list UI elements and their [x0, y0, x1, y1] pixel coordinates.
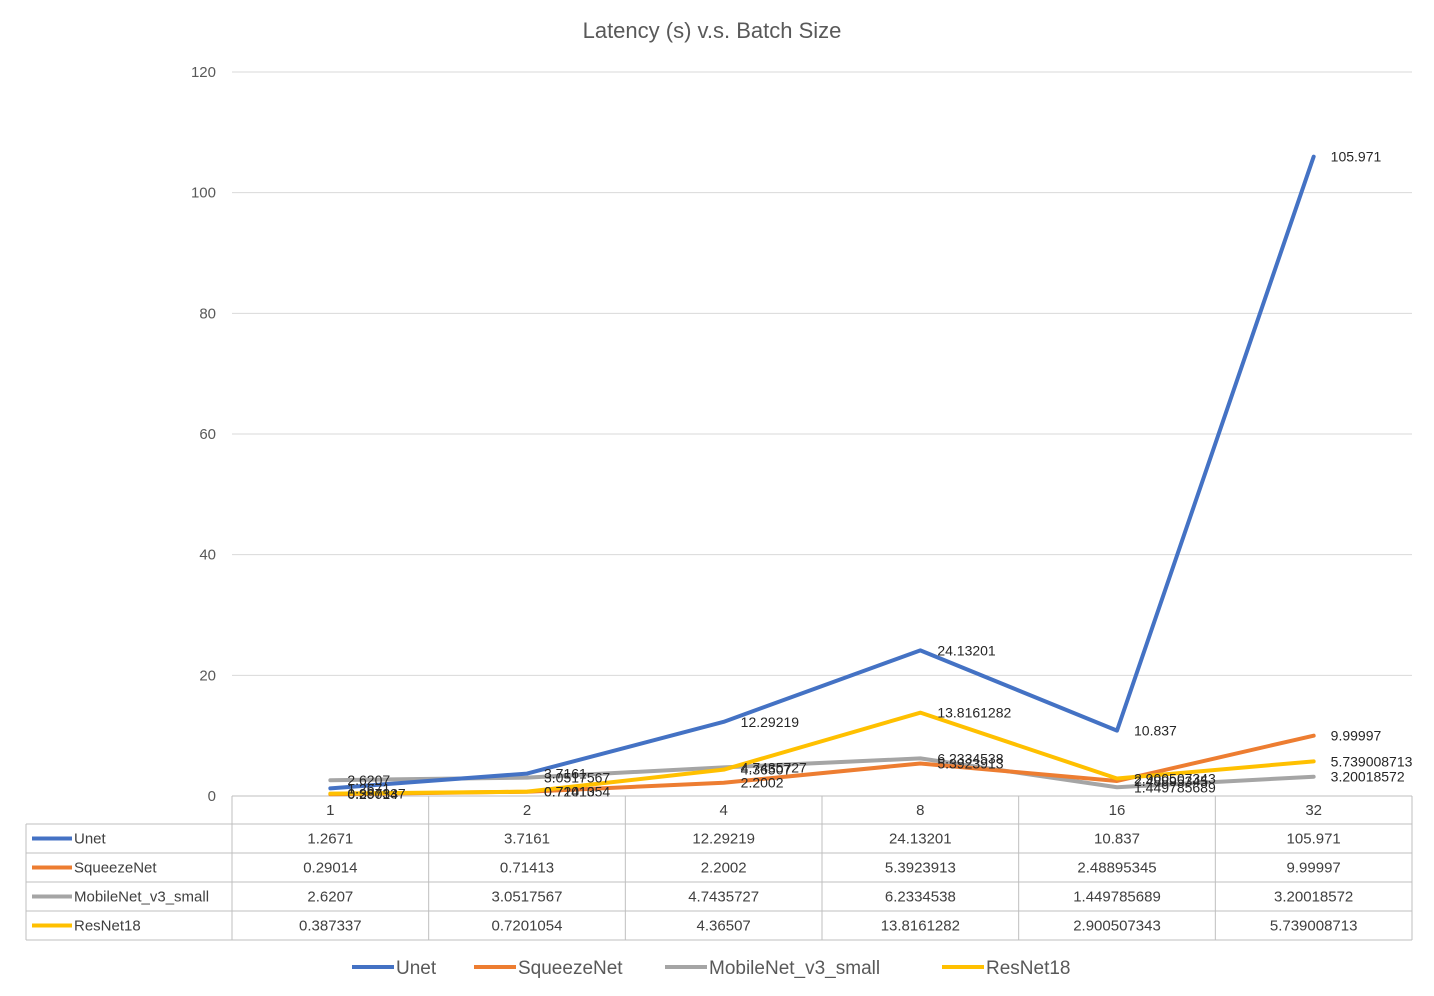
legend-label: Unet — [396, 958, 437, 979]
y-tick-label: 40 — [199, 547, 216, 564]
table-cell: 5.3923913 — [885, 860, 956, 877]
data-label: 0.71413 — [544, 784, 595, 800]
data-label: 5.3923913 — [937, 755, 1003, 771]
data-label: 0.29014 — [347, 786, 398, 802]
table-series-name: MobileNet_v3_small — [74, 889, 209, 906]
table-cell: 2.6207 — [307, 889, 353, 906]
table-cell: 6.2334538 — [885, 889, 956, 906]
y-tick-label: 60 — [199, 426, 216, 443]
table-cell: 1.449785689 — [1073, 889, 1161, 906]
table-cell: 4.7435727 — [688, 889, 759, 906]
legend-label: MobileNet_v3_small — [709, 958, 880, 979]
table-cell: 1.2671 — [307, 831, 353, 848]
y-tick-label: 100 — [191, 185, 216, 202]
series-line-resnet18 — [328, 710, 1316, 796]
data-label: 3.0517567 — [544, 770, 610, 786]
data-label: 12.29219 — [741, 714, 800, 730]
table-cell: 0.7201054 — [492, 918, 563, 935]
data-label: 0.7201054 — [544, 784, 610, 800]
data-label: 0.387337 — [347, 786, 406, 802]
table-cell: 9.99997 — [1287, 860, 1341, 877]
x-tick-label: 16 — [1109, 802, 1126, 819]
y-tick-label: 120 — [191, 64, 216, 81]
table-series-name: ResNet18 — [74, 918, 141, 935]
chart-title: Latency (s) v.s. Batch Size — [583, 18, 842, 43]
data-label: 5.739008713 — [1331, 753, 1413, 769]
table-cell: 5.739008713 — [1270, 918, 1358, 935]
data-label: 2.900507343 — [1134, 771, 1216, 787]
table-series-name: Unet — [74, 831, 107, 848]
table-cell: 0.29014 — [303, 860, 357, 877]
y-tick-label: 0 — [208, 788, 216, 805]
data-label: 2.6207 — [347, 772, 390, 788]
data-label: 10.837 — [1134, 723, 1177, 739]
table-cell: 12.29219 — [692, 831, 755, 848]
data-label: 24.13201 — [937, 642, 996, 658]
table-cell: 3.0517567 — [492, 889, 563, 906]
y-tick-label: 80 — [199, 305, 216, 322]
table-cell: 2.48895345 — [1077, 860, 1156, 877]
table-cell: 3.20018572 — [1274, 889, 1353, 906]
data-label: 4.7435727 — [741, 759, 807, 775]
table-cell: 2.2002 — [701, 860, 747, 877]
data-label: 3.20018572 — [1331, 769, 1405, 785]
data-label: 13.8161282 — [937, 705, 1011, 721]
table-cell: 4.36507 — [697, 918, 751, 935]
x-tick-label: 2 — [523, 802, 531, 819]
data-label: 6.2334538 — [937, 750, 1003, 766]
table-cell: 24.13201 — [889, 831, 952, 848]
data-label: 1.449785689 — [1134, 779, 1216, 795]
x-tick-label: 1 — [326, 802, 334, 819]
legend-label: SqueezeNet — [518, 958, 623, 979]
data-label: 1.2671 — [347, 780, 390, 796]
data-label: 2.48895345 — [1134, 773, 1208, 789]
table-cell: 105.971 — [1287, 831, 1341, 848]
table-cell: 10.837 — [1094, 831, 1140, 848]
legend-label: ResNet18 — [986, 958, 1071, 979]
x-tick-label: 4 — [719, 802, 727, 819]
table-cell: 0.387337 — [299, 918, 362, 935]
table-series-name: SqueezeNet — [74, 860, 157, 877]
x-tick-label: 8 — [916, 802, 924, 819]
series-line-unet — [328, 154, 1316, 791]
table-cell: 0.71413 — [500, 860, 554, 877]
table-cell: 13.8161282 — [881, 918, 960, 935]
data-label: 105.971 — [1331, 149, 1382, 165]
data-label: 3.7161 — [544, 766, 587, 782]
table-cell: 2.900507343 — [1073, 918, 1161, 935]
data-label: 4.36507 — [741, 762, 792, 778]
data-label: 2.2002 — [741, 775, 784, 791]
x-tick-label: 32 — [1305, 802, 1322, 819]
y-tick-label: 20 — [199, 667, 216, 684]
table-cell: 3.7161 — [504, 831, 550, 848]
data-label: 9.99997 — [1331, 728, 1382, 744]
